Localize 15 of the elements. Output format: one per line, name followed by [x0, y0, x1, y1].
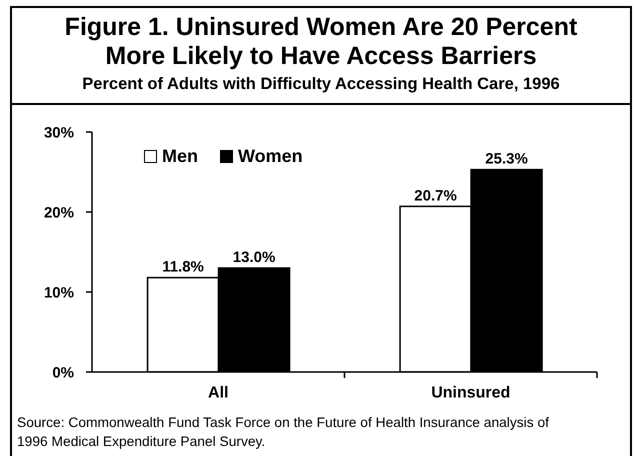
- chart-title: Figure 1. Uninsured Women Are 20 Percent More Likely to Have Access Barriers: [64, 13, 578, 71]
- y-tick-label: 10%: [44, 284, 74, 302]
- x-tick-label: Uninsured: [431, 384, 510, 402]
- chart-subtitle: Percent of Adults with Difficulty Accessing Health Care, 1996: [81, 74, 561, 95]
- legend-label: Women: [238, 146, 303, 167]
- x-tick-label: All: [208, 384, 228, 402]
- y-tick-label: 0%: [52, 364, 74, 382]
- data-label: 25.3%: [485, 150, 528, 168]
- data-label: 11.8%: [162, 258, 204, 276]
- legend-label: Men: [162, 146, 198, 167]
- data-label: 20.7%: [414, 187, 457, 204]
- source-note: Source: Commonwealth Fund Task Force on the Future of Health Insurance analysis of 1996 Medical Expenditure Panel Survey.: [17, 414, 550, 451]
- data-label: 13.0%: [232, 249, 276, 266]
- y-tick-label: 20%: [44, 204, 74, 222]
- y-tick-label: 30%: [44, 124, 74, 142]
